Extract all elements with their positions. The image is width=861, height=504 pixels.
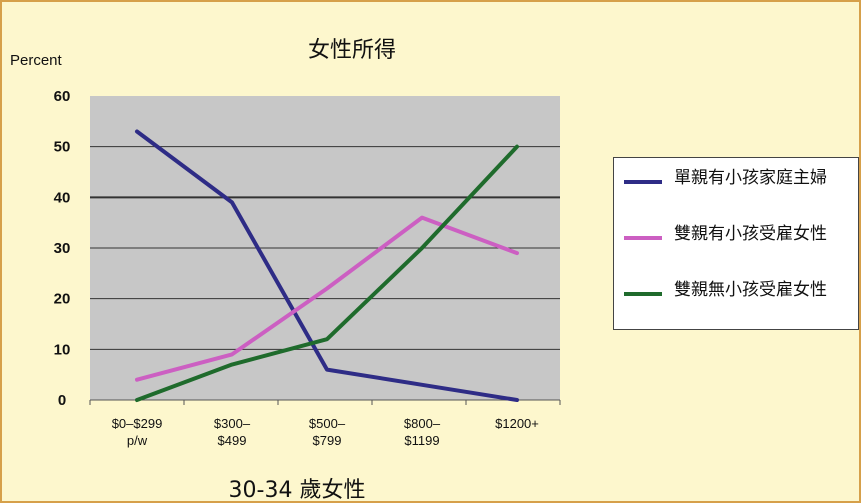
gridlines (90, 146, 560, 350)
series-line-1 (135, 215, 519, 382)
legend-label: 單親有小孩家庭主婦 (674, 168, 827, 188)
legend-label: 雙親無小孩受雇女性 (674, 280, 827, 300)
series-line-0 (135, 129, 519, 402)
y-axis-label: Percent (10, 52, 62, 69)
legend-swatch-2 (624, 292, 662, 296)
x-tick-label: $1200+ (495, 416, 539, 431)
legend: 單親有小孩家庭主婦 雙親有小孩受雇女性 雙親無小孩受雇女性 (613, 157, 859, 330)
series-line-2 (135, 144, 519, 402)
x-tick-label: $800– $1199 (404, 416, 441, 448)
series-lines (135, 129, 519, 402)
y-tick-label: 10 (54, 341, 71, 358)
chart-subtitle: 30-34 歲女性 (228, 478, 366, 503)
legend-swatch-1 (624, 236, 662, 240)
y-tick-label: 40 (54, 189, 71, 206)
x-tick-label: $300– $499 (214, 416, 251, 448)
y-tick-label: 50 (54, 139, 71, 156)
legend-label: 雙親有小孩受雇女性 (674, 224, 827, 244)
y-tick-label: 20 (54, 291, 71, 308)
legend-swatch-0 (624, 180, 662, 184)
x-axis: $0–$299 p/w $300– $499 $500– $799 $800– $1199 $1… (89, 399, 561, 448)
x-tick-label: $500– $799 (309, 416, 346, 448)
x-tick-label: $0–$299 p/w (112, 416, 163, 448)
y-tick-label: 30 (54, 240, 71, 257)
y-tick-label: 60 (54, 88, 71, 105)
chart-title: 女性所得 (307, 38, 396, 63)
y-tick-labels: 0 10 20 30 40 50 60 (54, 88, 71, 409)
y-tick-label: 0 (58, 392, 66, 409)
